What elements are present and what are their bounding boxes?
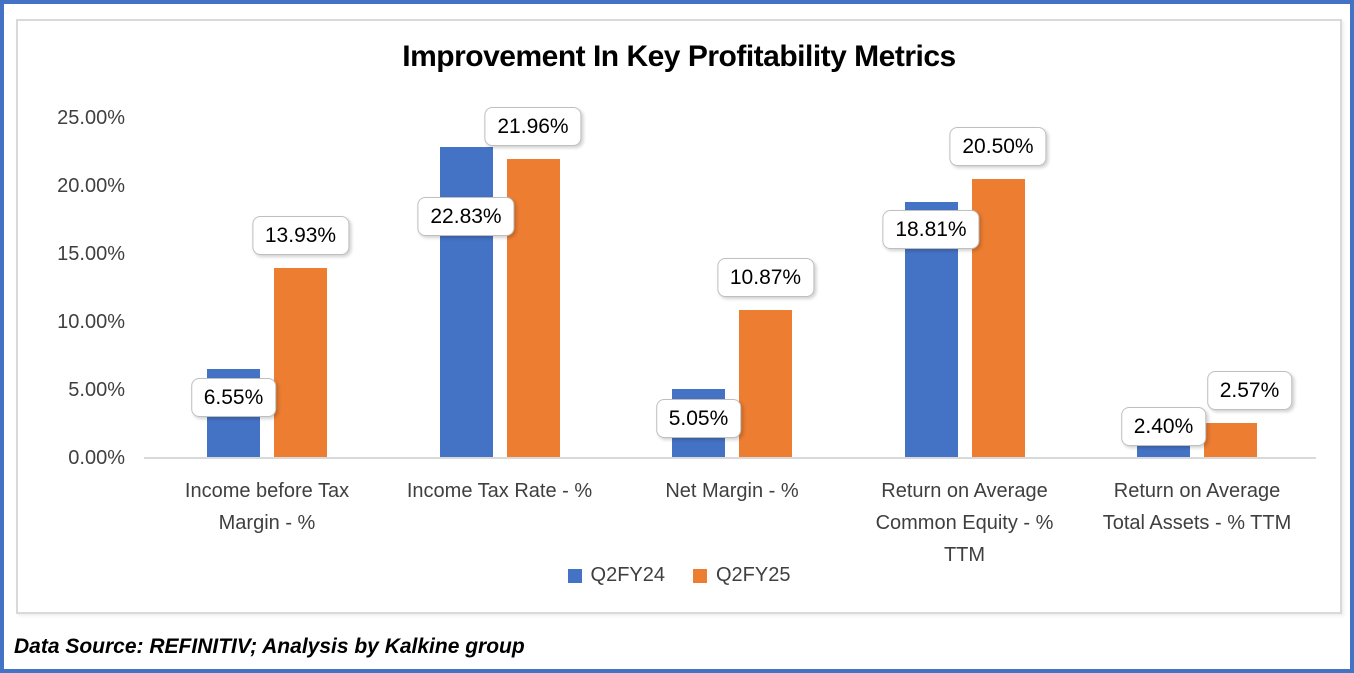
y-tick-label: 10.00% (57, 310, 125, 333)
bar-value-label: 18.81% (882, 210, 980, 250)
bar-value-label: 2.57% (1206, 370, 1293, 410)
bar-value-label: 5.05% (655, 398, 742, 438)
legend-item-q2fy25: Q2FY25 (693, 564, 790, 587)
bar-value-label: 13.93% (251, 216, 350, 256)
chart-frame (16, 19, 1342, 614)
bar-q2fy25-0 (274, 268, 327, 458)
category-label: Return on Average Total Assets - % TTM (1102, 480, 1292, 534)
legend-label: Q2FY25 (716, 564, 791, 586)
legend-item-q2fy24: Q2FY24 (567, 564, 665, 587)
category-label: Income Tax Rate - % (406, 480, 593, 502)
legend-label: Q2FY24 (590, 564, 665, 586)
chart-title: Improvement In Key Profitability Metrics (402, 40, 956, 73)
legend-swatch-icon (693, 568, 707, 583)
data-source-note: Data Source: REFINITIV; Analysis by Kalk… (14, 635, 525, 658)
bar-q2fy24-1 (439, 147, 493, 458)
y-tick-label: 20.00% (57, 174, 125, 197)
bar-value-label: 22.83% (417, 197, 515, 237)
x-axis-line (144, 456, 1316, 459)
chart-legend: Q2FY24 Q2FY25 (16, 564, 1342, 587)
y-tick-label: 0.00% (68, 446, 125, 469)
bar-value-label: 20.50% (949, 127, 1047, 167)
legend-swatch-icon (567, 568, 582, 583)
bar-value-label: 10.87% (716, 257, 815, 297)
y-tick-label: 5.00% (68, 378, 125, 401)
bar-value-label: 2.40% (1120, 407, 1207, 447)
bar-q2fy25-1 (506, 159, 560, 458)
y-tick-label: 25.00% (57, 107, 125, 129)
bar-q2fy25-4 (1204, 422, 1257, 458)
bar-value-label: 6.55% (190, 377, 277, 417)
category-label: Income before Tax Margin - % (184, 480, 350, 534)
bar-q2fy25-3 (971, 179, 1025, 458)
y-tick-label: 15.00% (57, 242, 125, 265)
category-label: Net Margin - % (665, 480, 799, 502)
bar-value-label: 21.96% (484, 107, 582, 147)
bar-q2fy25-2 (739, 309, 792, 458)
category-label: Return on Average Common Equity - % TTM (875, 480, 1054, 566)
